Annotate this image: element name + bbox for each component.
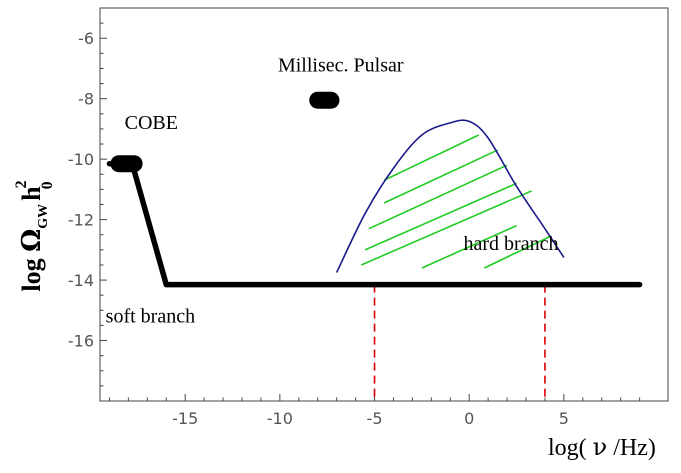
hatch-line (364, 182, 517, 251)
y-tick-label: -10 (68, 150, 94, 169)
hatch-line (368, 164, 508, 230)
y-tick-label: -8 (78, 90, 94, 109)
annotation-label: COBE (125, 112, 178, 134)
x-tick-label: -5 (367, 409, 383, 428)
annotation-label: hard branch (464, 233, 559, 255)
x-tick-label: 0 (464, 409, 474, 428)
x-tick-label: -15 (172, 409, 198, 428)
annotation-label: soft branch (106, 305, 195, 327)
y-tick-label: -14 (68, 271, 94, 290)
x-tick-label: -10 (267, 409, 293, 428)
annotations-group: COBE Millisec. Pulsar soft branch hard bran… (106, 54, 559, 327)
hard-branch-curve (335, 119, 565, 273)
y-tick-label: -12 (68, 211, 94, 230)
hatch-line (484, 235, 551, 269)
ticks-group: -15 -10 -5 0 5 -6 -8 -10 -12 -14 -16 (68, 7, 641, 428)
hatch-line (383, 134, 480, 182)
y-tick-label: -16 (68, 332, 94, 351)
bounds-group (373, 284, 546, 401)
x-tick-label: 5 (559, 409, 569, 428)
hatch-line (421, 224, 517, 269)
hatch-line (360, 190, 532, 266)
y-tick-label: -6 (78, 29, 94, 48)
y-axis-title: log ΩGWh2 0 (13, 180, 56, 291)
hatch-group (360, 134, 551, 269)
hatch-line (383, 149, 498, 204)
x-axis-title: log( ν /Hz) (548, 433, 656, 461)
annotation-label: Millisec. Pulsar (278, 54, 404, 76)
soft-branch-line (106, 160, 643, 288)
markers-group (110, 91, 340, 173)
